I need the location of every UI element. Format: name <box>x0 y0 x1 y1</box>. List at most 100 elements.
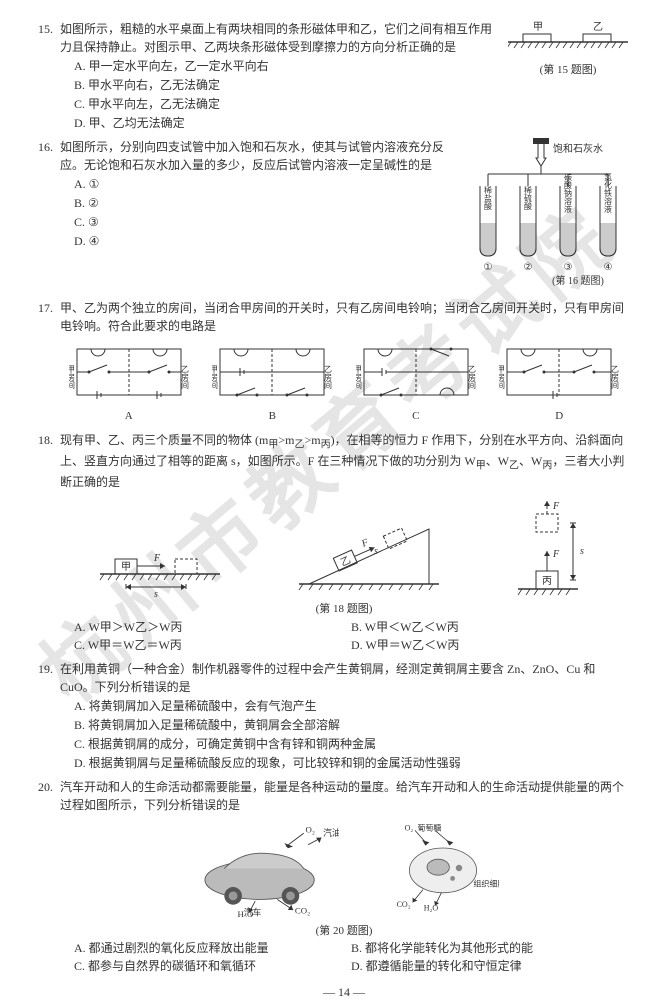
svg-text:甲房间: 甲房间 <box>69 365 76 390</box>
svg-text:O₂: O₂ <box>305 824 314 834</box>
q17-label-a: A <box>60 408 198 425</box>
q18-opt-b: B. W甲＜W乙＜W丙 <box>351 618 628 636</box>
svg-text:甲房间: 甲房间 <box>356 365 363 390</box>
q16-top-label: 饱和石灰水 <box>553 142 603 155</box>
q17-text: 甲、乙为两个独立的房间，当闭合甲房间的开关时，只有乙房间电铃响；当闭合乙房间开关… <box>60 301 624 333</box>
tube-4: 氢化铁溶液 ④ <box>600 172 616 273</box>
svg-text:甲房间: 甲房间 <box>499 365 506 390</box>
q17-circuit-c: 甲房间 乙房间 C <box>347 341 485 425</box>
tube-3: 碳酸钠溶液 ③ <box>560 172 576 273</box>
q20-opt-d: D. 都遵循能量的转化和守恒定律 <box>351 957 628 975</box>
q18-opt-c: C. W甲＝W乙＝W丙 <box>74 636 351 654</box>
q19-opt-d: D. 根据黄铜屑与足量稀硫酸反应的现象，可比较锌和铜的金属活动性强弱 <box>74 754 628 772</box>
q20-figures: O₂ 汽油 CO₂ H₂O 汽车 O₂ 葡萄糖 CO₂ H₂O 组织细胞 <box>60 820 628 917</box>
svg-text:稀硫酸: 稀硫酸 <box>524 185 533 211</box>
q20-opt-c: C. 都参与自然界的碳循环和氧循环 <box>74 957 351 975</box>
question-18: 18. 现有甲、乙、丙三个质量不同的物体 (m甲>m乙>m丙)，在相等的恒力 F… <box>60 431 628 654</box>
q19-number: 19. <box>38 660 53 678</box>
svg-text:乙房间: 乙房间 <box>180 365 189 390</box>
svg-text:稀盐酸: 稀盐酸 <box>484 185 493 211</box>
question-19: 19. 在利用黄铜（一种合金）制作机器零件的过程中会产生黄铜屑，经测定黄铜屑主要… <box>60 660 628 772</box>
q18-fig-jia: 甲 F s <box>90 519 230 599</box>
q15-opt-c: C. 甲水平向左，乙无法确定 <box>74 95 628 113</box>
q19-opt-c: C. 根据黄铜屑的成分，可确定黄铜中含有锌和铜两种金属 <box>74 735 628 753</box>
svg-text:O₂: O₂ <box>405 824 414 832</box>
question-15: 甲 乙 (第 15 题图) 15. 如图所示，粗糙的水平桌面上有两块相同的条形磁… <box>60 20 628 132</box>
q15-figure: 甲 乙 (第 15 题图) <box>508 20 628 79</box>
q17-label-b: B <box>204 408 342 425</box>
q19-opt-b: B. 将黄铜屑加入足量稀硫酸中，黄铜屑会全部溶解 <box>74 716 628 734</box>
q18-text: 现有甲、乙、丙三个质量不同的物体 (m甲>m乙>m丙)，在相等的恒力 F 作用下… <box>60 433 624 490</box>
svg-text:乙房间: 乙房间 <box>467 365 476 390</box>
svg-text:甲: 甲 <box>121 562 131 573</box>
svg-text:①: ① <box>484 262 493 273</box>
q18-caption: (第 18 题图) <box>60 601 628 618</box>
svg-text:甲房间: 甲房间 <box>212 365 219 390</box>
svg-text:F: F <box>552 549 560 560</box>
q15-opt-d: D. 甲、乙均无法确定 <box>74 114 628 132</box>
svg-text:s: s <box>154 589 158 599</box>
q18-number: 18. <box>38 431 53 449</box>
q20-cell-figure: O₂ 葡萄糖 CO₂ H₂O 组织细胞 <box>379 824 499 912</box>
question-20: 20. 汽车开动和人的生命活动都需要能量，能量是各种运动的量度。给汽车开动和人的… <box>60 778 628 976</box>
q17-circuits: 甲房间 乙房间 A 甲房间 乙房间 B <box>60 341 628 425</box>
q17-circuit-b: 甲房间 乙房间 B <box>204 341 342 425</box>
svg-text:H₂O: H₂O <box>424 904 439 913</box>
q15-caption: (第 15 题图) <box>508 62 628 79</box>
q17-number: 17. <box>38 299 53 317</box>
question-17: 17. 甲、乙为两个独立的房间，当闭合甲房间的开关时，只有乙房间电铃响；当闭合乙… <box>60 299 628 425</box>
q19-text: 在利用黄铜（一种合金）制作机器零件的过程中会产生黄铜屑，经测定黄铜屑主要含 Zn… <box>60 662 595 694</box>
svg-text:汽车: 汽车 <box>244 906 262 917</box>
q16-caption: (第 16 题图) <box>552 274 604 287</box>
q18-options: A. W甲＞W乙＞W丙 B. W甲＜W乙＜W丙 C. W甲＝W乙＝W丙 D. W… <box>60 618 628 654</box>
q20-car-figure: O₂ 汽油 CO₂ H₂O 汽车 <box>189 820 339 917</box>
q18-fig-bing: 丙 F F s <box>508 499 598 599</box>
svg-text:F: F <box>552 501 560 512</box>
q17-label-c: C <box>347 408 485 425</box>
q18-opt-a: A. W甲＞W乙＞W丙 <box>74 618 351 636</box>
q17-circuit-a: 甲房间 乙房间 A <box>60 341 198 425</box>
svg-text:s: s <box>374 546 378 557</box>
q16-figure: 饱和石灰水 稀盐酸 ① 稀硫酸 ② <box>468 138 628 293</box>
q20-opt-b: B. 都将化学能转化为其他形式的能 <box>351 939 628 957</box>
svg-text:葡萄糖: 葡萄糖 <box>417 824 441 832</box>
svg-text:②: ② <box>524 262 533 273</box>
q18-fig-yi: 乙 F s <box>289 499 449 599</box>
tube-1: 稀盐酸 ① <box>480 185 496 273</box>
q20-text: 汽车开动和人的生命活动都需要能量，能量是各种运动的量度。给汽车开动和人的生命活动… <box>60 780 624 812</box>
svg-text:氢化铁溶液: 氢化铁溶液 <box>604 172 613 214</box>
q15-number: 15. <box>38 20 53 38</box>
svg-text:乙: 乙 <box>339 554 353 569</box>
q16-text: 如图所示，分别向四支试管中加入饱和石灰水，使其与试管内溶液充分反应。无论饱和石灰… <box>60 140 444 172</box>
page-number: — 14 — <box>60 983 628 1001</box>
svg-text:碳酸钠溶液: 碳酸钠溶液 <box>564 172 573 214</box>
svg-text:F: F <box>153 553 161 564</box>
svg-text:汽油: 汽油 <box>323 827 339 838</box>
tube-2: 稀硫酸 ② <box>520 185 536 273</box>
svg-text:s: s <box>580 546 584 557</box>
q15-text: 如图所示，粗糙的水平桌面上有两块相同的条形磁体甲和乙，它们之间有相互作用力且保持… <box>60 22 492 54</box>
svg-text:乙房间: 乙房间 <box>324 365 333 390</box>
q20-number: 20. <box>38 778 53 796</box>
svg-text:③: ③ <box>564 262 573 273</box>
q19-opt-a: A. 将黄铜屑加入足量稀硫酸中，会有气泡产生 <box>74 697 628 715</box>
q16-number: 16. <box>38 138 53 156</box>
q18-figures: 甲 F s 乙 F s <box>60 499 628 599</box>
svg-text:组织细胞: 组织细胞 <box>473 879 499 889</box>
q17-label-d: D <box>491 408 629 425</box>
q18-opt-d: D. W甲＝W乙＜W丙 <box>351 636 628 654</box>
q15-opt-b: B. 甲水平向右，乙无法确定 <box>74 76 628 94</box>
question-16: 饱和石灰水 稀盐酸 ① 稀硫酸 ② <box>60 138 628 293</box>
q15-label-jia: 甲 <box>533 22 543 33</box>
q20-options: A. 都通过剧烈的氧化反应释放出能量 B. 都将化学能转化为其他形式的能 C. … <box>60 939 628 975</box>
q20-caption: (第 20 题图) <box>60 923 628 940</box>
q17-circuit-d: 甲房间 乙房间 D <box>491 341 629 425</box>
svg-text:CO₂: CO₂ <box>397 900 411 909</box>
q15-label-yi: 乙 <box>593 21 603 33</box>
svg-text:丙: 丙 <box>542 576 552 587</box>
q20-opt-a: A. 都通过剧烈的氧化反应释放出能量 <box>74 939 351 957</box>
svg-text:④: ④ <box>604 262 613 273</box>
q19-options: A. 将黄铜屑加入足量稀硫酸中，会有气泡产生 B. 将黄铜屑加入足量稀硫酸中，黄… <box>60 697 628 772</box>
svg-text:F: F <box>359 537 371 550</box>
svg-text:乙房间: 乙房间 <box>611 365 620 390</box>
